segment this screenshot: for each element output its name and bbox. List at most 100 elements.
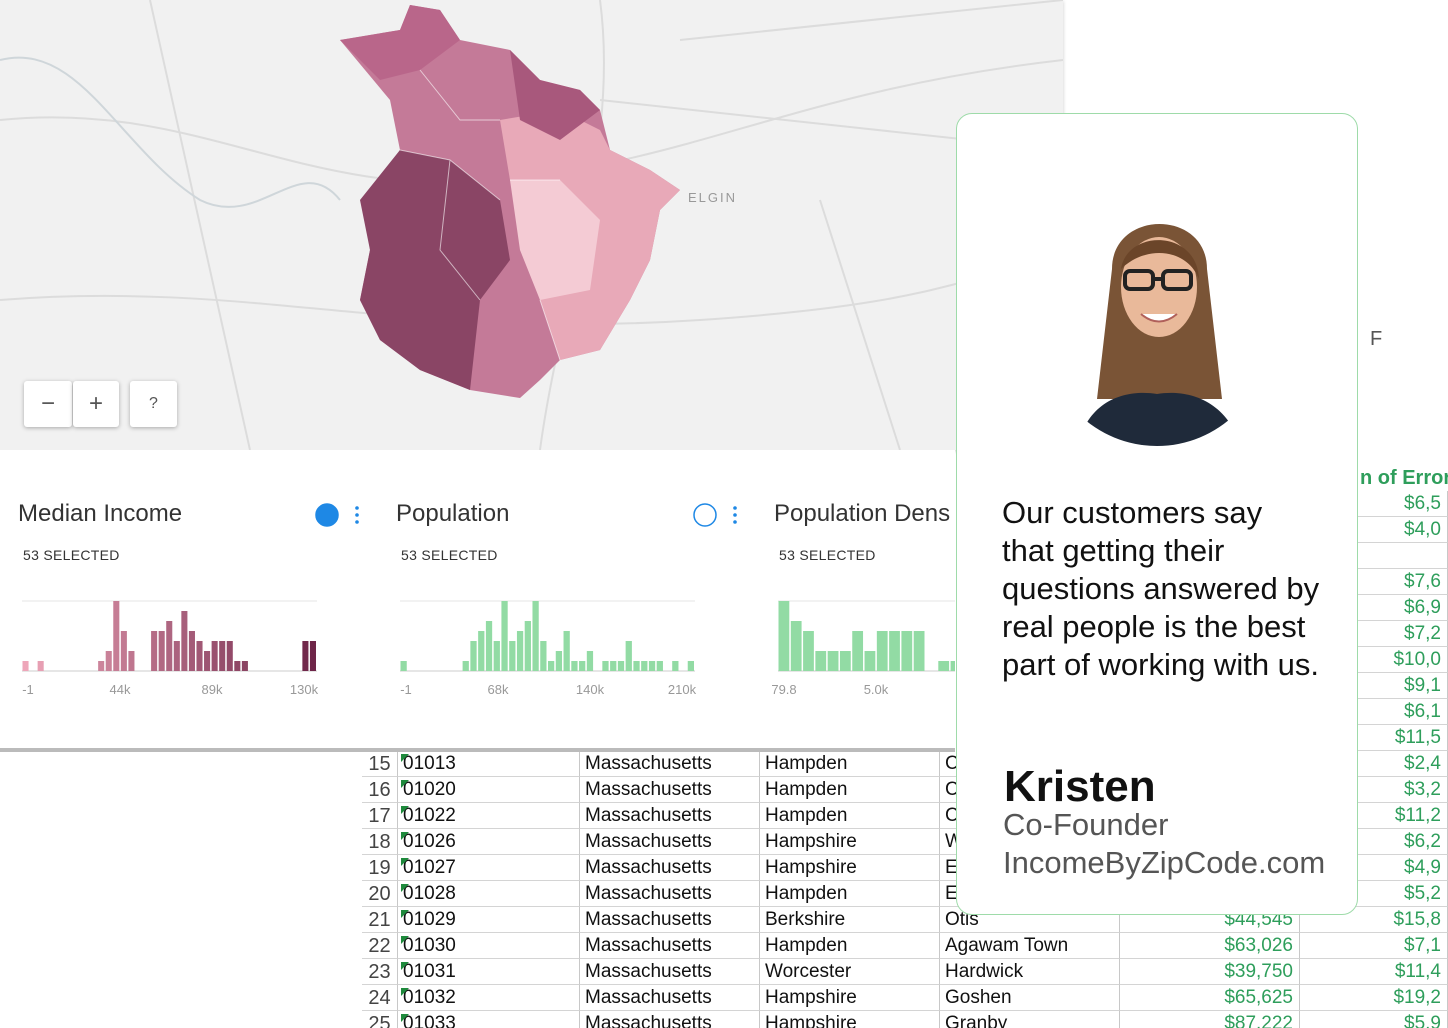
histogram-bar — [509, 641, 516, 671]
histogram-bar — [586, 651, 594, 671]
cell: 25 — [362, 1011, 398, 1028]
histogram-bar — [610, 661, 617, 671]
cell-flag — [401, 832, 409, 840]
cell: 01033 — [398, 1011, 580, 1028]
cell: 01029 — [398, 907, 580, 933]
color-icon[interactable] — [315, 503, 339, 527]
cell: Massachusetts — [580, 985, 760, 1011]
histogram-bar — [540, 641, 547, 671]
histogram-bar — [815, 651, 827, 671]
histogram-bar — [532, 601, 539, 671]
zoom-in[interactable]: + — [73, 381, 119, 427]
menu-dot — [733, 506, 737, 510]
histogram-bar — [864, 651, 876, 671]
help[interactable]: ? — [130, 381, 177, 427]
cell: Massachusetts — [580, 933, 760, 959]
role: Co-Founder — [1003, 807, 1169, 842]
histogram-bar — [181, 611, 188, 671]
histogram-bar — [901, 631, 913, 671]
histogram-bar — [778, 601, 790, 671]
histogram-bar — [672, 661, 679, 671]
cell: Massachusetts — [580, 881, 760, 907]
menu-dot — [355, 520, 359, 524]
quote: Our customers say that getting their que… — [1002, 495, 1320, 682]
histogram-bar — [22, 661, 29, 671]
cell-flag — [401, 910, 409, 918]
name: Kristen — [1004, 762, 1156, 811]
cell: 01020 — [398, 777, 580, 803]
histogram-bar — [913, 631, 925, 671]
histogram-bar — [173, 641, 180, 671]
cell: 24 — [362, 985, 398, 1011]
histogram-bar — [641, 661, 648, 671]
map: ELGIN — [0, 0, 1063, 450]
axis-label: 68k — [488, 682, 509, 697]
cell: $11,4 — [1300, 959, 1448, 985]
cell: Hampden — [760, 803, 940, 829]
cell: Hampden — [760, 777, 940, 803]
histogram-bar — [158, 631, 165, 671]
axis-label: 89k — [202, 682, 223, 697]
cell: $19,2 — [1300, 985, 1448, 1011]
histogram-bar — [876, 631, 888, 671]
avatar — [1057, 222, 1257, 446]
histogram-bar — [579, 661, 586, 671]
histogram-bar — [839, 651, 851, 671]
cell: Hampden — [760, 881, 940, 907]
cell: Massachusetts — [580, 907, 760, 933]
cell-flag — [401, 988, 409, 996]
histogram-bar — [309, 641, 316, 671]
histogram-bar — [548, 661, 555, 671]
histogram-bar — [113, 601, 120, 671]
cell: 18 — [362, 829, 398, 855]
histogram-bar — [128, 651, 135, 671]
cell: Worcester — [760, 959, 940, 985]
histogram-bar — [219, 641, 226, 671]
cell: 01028 — [398, 881, 580, 907]
cell: 16 — [362, 777, 398, 803]
histogram-bar — [501, 601, 508, 671]
axis-label: 5.0k — [864, 682, 889, 697]
selected-count: 53 SELECTED — [401, 547, 498, 563]
cell-flag — [401, 806, 409, 814]
menu-dot — [733, 520, 737, 524]
histogram-bar — [151, 631, 158, 671]
histogram-bar — [889, 631, 900, 671]
axis-label: -1 — [22, 682, 34, 697]
histogram: 79.8 5.0k — [771, 600, 955, 697]
cell: 01026 — [398, 829, 580, 855]
cell: Hampshire — [760, 829, 940, 855]
cell: Massachusetts — [580, 751, 760, 777]
cell: 01032 — [398, 985, 580, 1011]
cell: $87,222 — [1120, 1011, 1300, 1028]
histogram-bar — [120, 631, 127, 671]
cell: $5,9 — [1300, 1011, 1448, 1028]
histogram-bar — [37, 661, 44, 671]
widget-title: Population Dens — [774, 500, 951, 527]
cell: 20 — [362, 881, 398, 907]
cell: 23 — [362, 959, 398, 985]
cell: 01027 — [398, 855, 580, 881]
color-icon[interactable] — [693, 503, 717, 527]
cell: Massachusetts — [580, 829, 760, 855]
cell: Massachusetts — [580, 959, 760, 985]
cell-flag — [401, 780, 409, 788]
histogram-bar — [241, 661, 248, 671]
histogram-bar — [204, 651, 211, 671]
cell: Hardwick — [940, 959, 1120, 985]
cell-flag — [401, 1014, 409, 1022]
histogram-bar — [400, 661, 407, 671]
cell: $65,625 — [1120, 985, 1300, 1011]
cell-flag — [401, 962, 409, 970]
cell: Hampshire — [760, 985, 940, 1011]
zoom-out[interactable]: − — [24, 381, 72, 427]
cell: Hampden — [760, 933, 940, 959]
histogram-bar — [485, 621, 493, 671]
histogram-bar — [188, 631, 195, 671]
cell: Hampshire — [760, 855, 940, 881]
histogram-bar — [827, 651, 839, 671]
site[interactable]: IncomeByZipCode.com — [1003, 845, 1326, 880]
histogram-bar — [852, 631, 864, 671]
